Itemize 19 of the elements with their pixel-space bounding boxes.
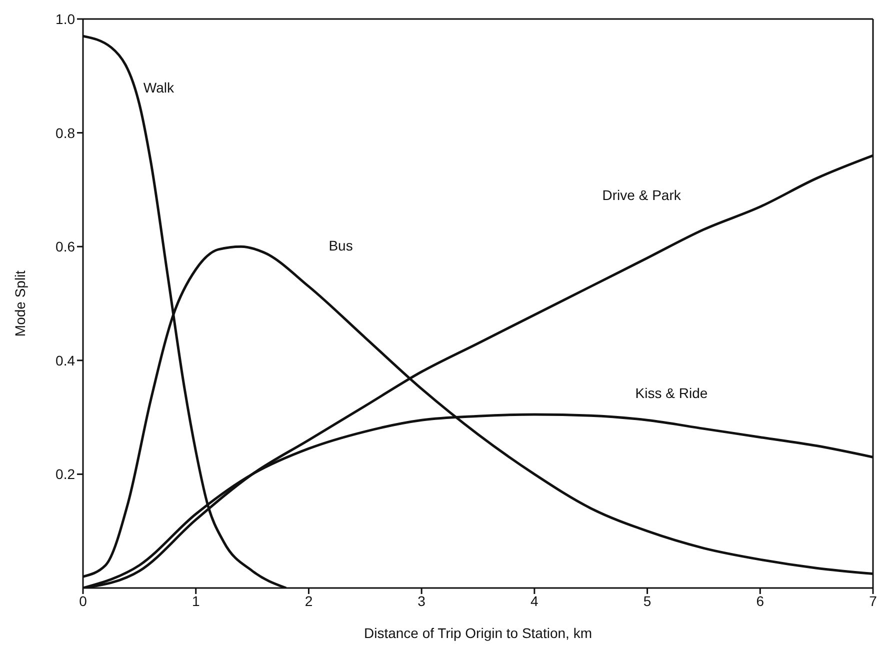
series-label: Kiss & Ride: [635, 385, 708, 402]
x-axis-title: Distance of Trip Origin to Station, km: [364, 625, 592, 641]
series-label: Walk: [143, 79, 176, 96]
x-tick-label: 1: [192, 592, 200, 609]
x-tick-label: 4: [530, 592, 539, 609]
x-tick-label: 0: [79, 592, 88, 609]
y-axis-title: Mode Split: [12, 270, 28, 337]
x-tick-label: 3: [418, 592, 426, 609]
text: Drive & Park: [602, 186, 682, 203]
x-tick-label: 6: [756, 592, 764, 609]
x-tick-label: 7: [869, 592, 878, 609]
x-tick-label: 5: [643, 592, 652, 609]
y-tick-label: 0.4: [56, 352, 76, 368]
y-tick-label: 0.8: [56, 124, 76, 141]
y-tick-label: 1.0: [56, 10, 76, 27]
text: Bus: [328, 237, 353, 254]
x-tick-label: 2: [304, 592, 313, 609]
y-tick-label: 0.6: [56, 238, 76, 255]
y-tick-label: 0.2: [56, 466, 76, 482]
